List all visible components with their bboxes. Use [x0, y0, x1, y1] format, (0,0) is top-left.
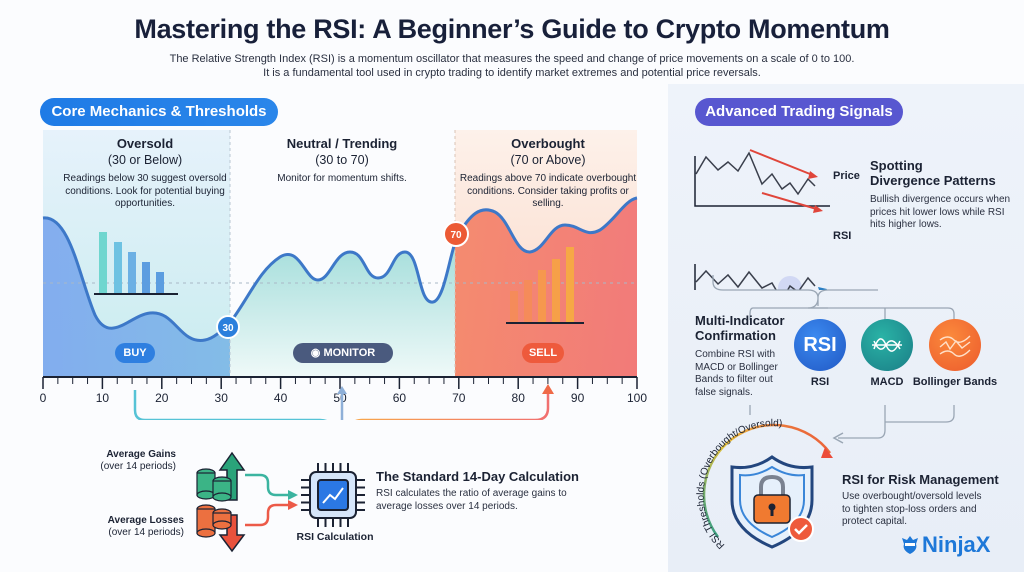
- bollinger-indicator-icon: [929, 319, 981, 371]
- macd-indicator-label: MACD: [870, 376, 904, 388]
- rsi-calculation-label: RSI Calculation: [296, 531, 374, 543]
- threshold-arc: [702, 423, 831, 538]
- rising-bars-icon: [506, 247, 584, 324]
- cpu-chip-icon: [301, 463, 365, 527]
- zone-heading: Overbought: [511, 136, 585, 151]
- confirmation-heading: Multi-Indicator Confirmation: [695, 313, 785, 343]
- zone-neutral: Neutral / Trending (30 to 70) Monitor fo…: [252, 136, 432, 186]
- zone-range: (30 to 70): [315, 153, 369, 167]
- falling-bars-icon: [94, 232, 178, 295]
- axis-tick-label: 100: [627, 391, 647, 405]
- rsi-indicator-icon: RSI: [794, 319, 846, 371]
- svg-text:70: 70: [450, 230, 462, 241]
- shield-lock-graphic: RSI Thresholds (Overbought/Oversold): [695, 418, 833, 551]
- rsi-indicator-label: RSI: [810, 376, 830, 388]
- zone-heading: Neutral / Trending: [286, 136, 398, 151]
- ninja-logo-icon: [902, 536, 918, 554]
- divergence-charts: [694, 149, 830, 290]
- sell-flow-line: [355, 392, 550, 420]
- risk-heading: RSI for Risk Management: [842, 472, 999, 487]
- bollinger-indicator-label: Bollinger Bands: [912, 376, 998, 388]
- advanced-signals-pill: Advanced Trading Signals: [695, 98, 903, 126]
- calculation-flow: [196, 451, 365, 553]
- sell-badge: SELL: [522, 343, 564, 363]
- divergence-heading: Spotting Divergence Patterns: [870, 158, 996, 188]
- average-gains-label: Average Gains (over 14 periods): [100, 449, 176, 472]
- axis-tick-label: 30: [215, 391, 229, 405]
- zone-oversold: Oversold (30 or Below) Readings below 30…: [55, 136, 235, 211]
- rsi-curve: [42, 196, 638, 342]
- price-label: Price: [833, 170, 860, 182]
- axis-tick-label: 0: [40, 391, 47, 405]
- subtitle-line-1: The Relative Strength Index (RSI) is a m…: [169, 53, 855, 65]
- axis-tick-label: 40: [274, 391, 288, 405]
- axis-tick-label: 80: [512, 391, 526, 405]
- bracket-connectors: [712, 275, 955, 444]
- divergence-desc: Bullish divergence occurs when prices hi…: [870, 194, 1011, 230]
- zone-range: (30 or Below): [107, 153, 183, 167]
- zone-range: (70 or Above): [510, 153, 586, 167]
- axis-tick-label: 70: [452, 391, 466, 405]
- neutral-fill: [230, 242, 455, 378]
- zone-desc: Readings below 30 suggest oversold condi…: [63, 173, 227, 209]
- up-arrow-head: [337, 386, 347, 394]
- core-mechanics-pill: Core Mechanics & Thresholds: [40, 98, 278, 126]
- zone-desc: Monitor for momentum shifts.: [277, 173, 407, 184]
- rsi-divergence-chart: [694, 264, 827, 290]
- losses-coins-icon: [196, 504, 246, 553]
- gains-flow-line: [133, 390, 327, 420]
- calculation-desc: RSI calculates the ratio of average gain…: [376, 488, 567, 512]
- sell-arrow-head: [542, 384, 554, 394]
- macd-indicator-icon: [861, 319, 913, 371]
- eye-icon: ◉: [310, 347, 324, 359]
- zone-heading: Oversold: [116, 136, 174, 151]
- rsi-zone-chart: 30 70 0 10 20 30 40 50 60 70 80 90 100: [40, 130, 647, 420]
- svg-text:30: 30: [222, 323, 234, 334]
- risk-desc: Use overbought/oversold levels to tighte…: [842, 491, 982, 527]
- page-title: Mastering the RSI: A Beginner’s Guide to…: [134, 14, 890, 44]
- monitor-label: MONITOR: [323, 347, 376, 359]
- ninjax-logo: NinjaX: [900, 532, 990, 558]
- axis-tick-label: 90: [571, 391, 585, 405]
- price-chart: [694, 149, 830, 213]
- rsi-label: RSI: [833, 230, 852, 242]
- gains-coins-icon: [196, 451, 246, 502]
- marker-30: 30: [216, 315, 240, 339]
- axis-tick-label: 60: [393, 391, 407, 405]
- calculation-heading: The Standard 14-Day Calculation: [376, 469, 579, 484]
- axis-tick-label: 20: [155, 391, 169, 405]
- buy-badge: BUY: [115, 343, 155, 363]
- axis-tick-label: 10: [96, 391, 110, 405]
- oversold-fill: [43, 217, 230, 378]
- confirmation-desc: Combine RSI with MACD or Bollinger Bands…: [695, 349, 778, 398]
- monitor-badge: ◉ MONITOR: [293, 343, 393, 363]
- zone-overbought: Overbought (70 or Above) Readings above …: [458, 136, 638, 211]
- average-losses-label: Average Losses (over 14 periods): [107, 515, 184, 538]
- zone-desc: Readings above 70 indicate overbought co…: [459, 173, 637, 209]
- marker-70: 70: [443, 221, 469, 247]
- subtitle-line-2: It is a fundamental tool used in crypto …: [263, 67, 761, 79]
- axis-tick-label: 50: [333, 391, 347, 405]
